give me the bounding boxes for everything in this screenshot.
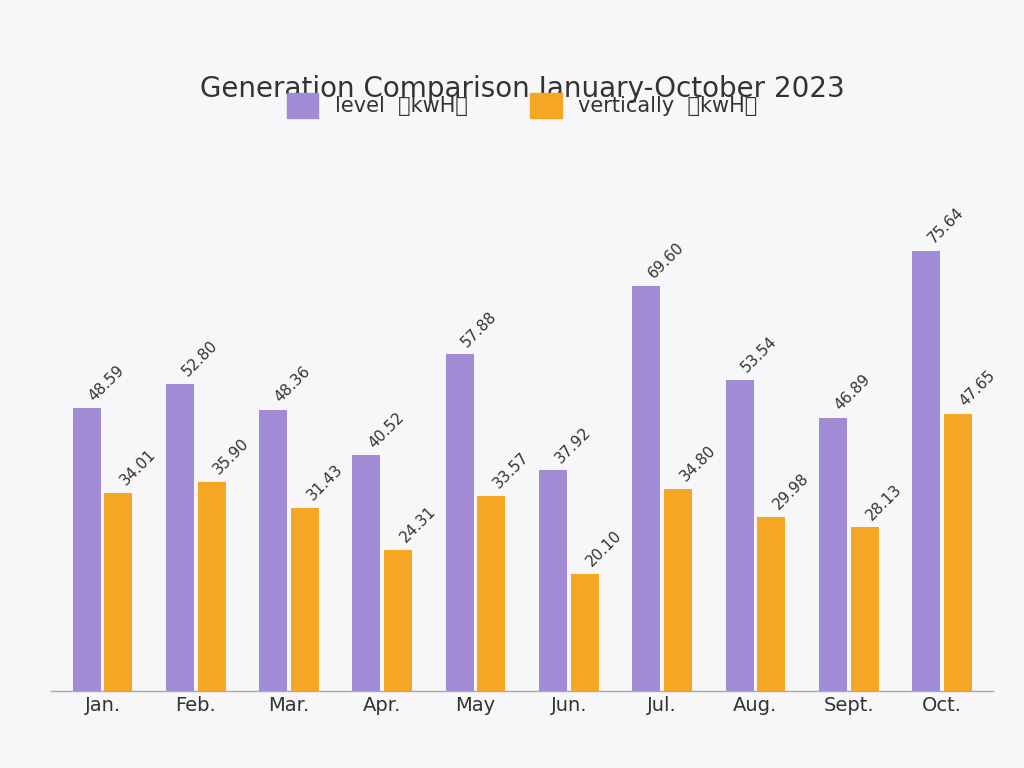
Text: 37.92: 37.92 [552,425,594,466]
Text: 46.89: 46.89 [831,372,873,414]
Bar [73,409,100,691]
Bar [352,455,381,691]
Text: 53.54: 53.54 [738,333,780,375]
Text: 35.90: 35.90 [211,436,252,478]
Text: 75.64: 75.64 [926,205,967,247]
Bar [758,517,785,691]
Bar [259,409,287,691]
Text: 47.65: 47.65 [956,368,998,409]
Bar [912,251,940,691]
Text: 28.13: 28.13 [863,482,905,523]
Text: 29.98: 29.98 [770,471,812,512]
Bar [104,493,132,691]
Text: 33.57: 33.57 [490,450,532,492]
Bar [198,482,225,691]
Bar [726,379,754,691]
Text: 40.52: 40.52 [366,409,407,451]
Bar [384,550,413,691]
Bar [664,488,692,691]
Text: 48.59: 48.59 [86,362,127,404]
Text: 20.10: 20.10 [584,528,625,570]
Text: 34.80: 34.80 [677,442,719,484]
Bar [944,414,972,691]
Text: 31.43: 31.43 [304,462,345,504]
Text: 34.01: 34.01 [118,447,159,488]
Legend: level  （kwH）, vertically  （kwH）: level （kwH）, vertically （kwH） [276,82,768,128]
Text: 57.88: 57.88 [459,309,500,349]
Bar [539,471,567,691]
Bar [166,384,194,691]
Bar [632,286,660,691]
Bar [570,574,599,691]
Text: 69.60: 69.60 [645,240,687,281]
Bar [851,528,879,691]
Bar [819,419,847,691]
Bar [291,508,318,691]
Text: 24.31: 24.31 [397,504,438,545]
Text: 48.36: 48.36 [272,363,313,405]
Bar [445,354,474,691]
Bar [477,496,506,691]
Text: 52.80: 52.80 [179,338,220,379]
Title: Generation Comparison January-October 2023: Generation Comparison January-October 20… [200,74,845,103]
